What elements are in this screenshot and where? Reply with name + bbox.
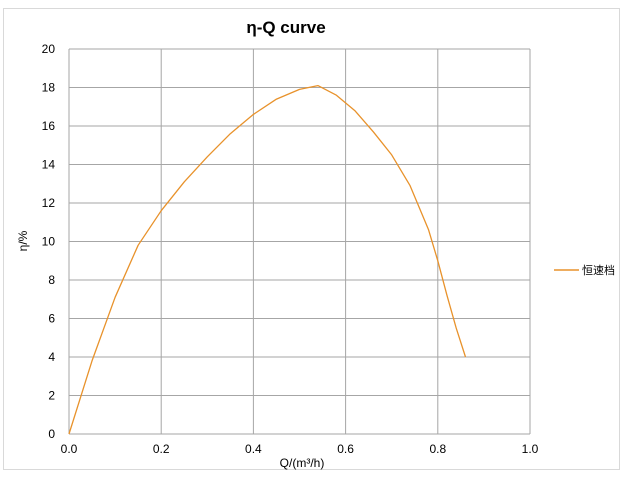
y-tick-label: 2 — [48, 389, 55, 403]
y-tick-label: 8 — [48, 273, 55, 287]
x-tick-label: 0.6 — [337, 442, 354, 456]
x-tick-label: 0.2 — [153, 442, 170, 456]
legend-label: 恒速档 — [582, 263, 615, 277]
x-tick-label: 1.0 — [522, 442, 539, 456]
y-axis-label: η/% — [16, 230, 30, 251]
legend: 恒速档 — [554, 263, 615, 277]
x-tick-label: 0.8 — [429, 442, 446, 456]
y-tick-label: 10 — [42, 235, 56, 249]
series — [68, 84, 467, 435]
y-tick-label: 14 — [42, 158, 56, 172]
chart-title: η-Q curve — [246, 18, 325, 37]
x-tick-label: 0.4 — [245, 442, 262, 456]
y-tick-label: 6 — [48, 312, 55, 326]
tick-labels: 0 2 4 6 8 10 12 14 16 18 20 0.0 0.2 0.4 0.6 0.8 1.0 — [42, 42, 539, 456]
chart: η-Q curve 0 2 4 6 8 10 12 14 16 18 20 0.0 0.2 0.4 0.6 0… — [3, 8, 620, 470]
y-tick-label: 20 — [42, 42, 56, 56]
y-tick-label: 0 — [48, 427, 55, 441]
y-tick-label: 4 — [48, 350, 55, 364]
y-tick-label: 18 — [42, 81, 56, 95]
x-axis-label: Q/(m³/h) — [280, 456, 325, 470]
y-tick-label: 16 — [42, 119, 56, 133]
x-tick-label: 0.0 — [61, 442, 78, 456]
grid — [68, 48, 531, 435]
y-tick-label: 12 — [42, 196, 56, 210]
series-line — [68, 84, 467, 435]
